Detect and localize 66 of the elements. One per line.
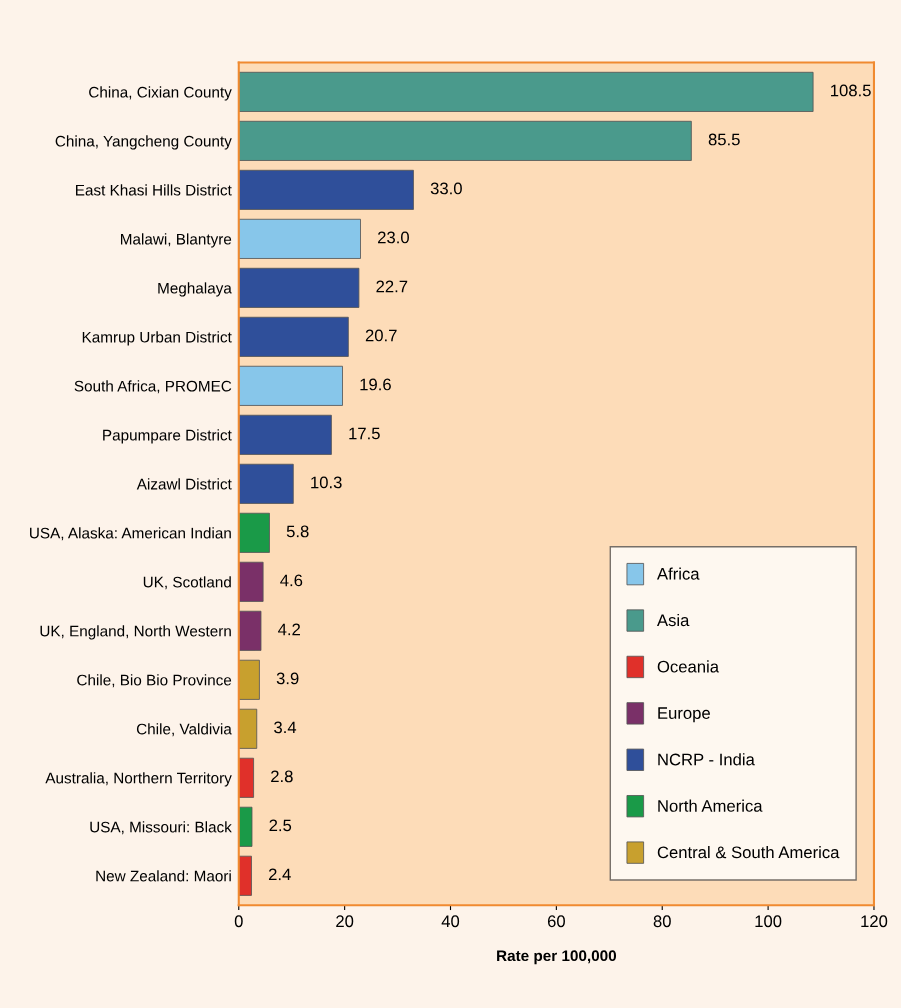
y-tick-label: UK, England, North Western (40, 625, 231, 640)
bar (238, 169, 414, 210)
bar (238, 316, 349, 357)
y-tick-label: Chile, Bio Bio Province (77, 674, 232, 688)
y-tick-label: Aizawl District (136, 478, 232, 490)
text: 19.6 (360, 378, 391, 391)
text: 5.8 (286, 525, 309, 538)
bar (238, 610, 262, 651)
x-tick-label: 0 (234, 915, 243, 928)
bar (238, 512, 270, 553)
text: 3.4 (274, 721, 297, 734)
bar (238, 659, 260, 700)
legend-label: Europe (658, 707, 710, 723)
y-tick-label: Meghalaya (158, 282, 232, 297)
bar (238, 218, 361, 259)
y-tick-label: China, Cixian County (89, 86, 232, 101)
y-tick-label: China, Yangcheng County (55, 135, 232, 150)
bar (238, 71, 814, 112)
text: 22.7 (376, 280, 408, 293)
text: 2.8 (271, 770, 293, 783)
y-tick-label: Kamrup Urban District (82, 331, 232, 346)
x-tick-label: 100 (755, 915, 782, 928)
x-tick-label: 60 (547, 915, 565, 928)
x-axis-title: Rate per 100,000 (497, 950, 617, 965)
text: 4.6 (280, 574, 303, 587)
y-tick-label: USA, Alaska: American Indian (30, 527, 231, 541)
legend-label: North America (658, 799, 763, 812)
x-tick-label: 20 (336, 915, 354, 928)
bar (238, 365, 343, 406)
text: 20.7 (365, 329, 397, 342)
legend-label: Central & South America (657, 846, 840, 859)
y-tick-label: Chile, Valdivia (136, 723, 232, 737)
legend-label: Asia (656, 613, 690, 627)
legend-label: Oceania (657, 660, 720, 673)
text: 3.9 (276, 672, 299, 685)
y-tick-label: New Zealand: Maori (96, 870, 231, 882)
bar (238, 267, 360, 308)
y-tick-label: Malawi, Blantyre (121, 233, 232, 248)
text: 33.0 (430, 182, 462, 195)
x-tick-label: 40 (441, 915, 460, 928)
text: 108.5 (831, 84, 871, 97)
text: 23.0 (378, 231, 409, 244)
legend-label: NCRP - India (658, 753, 755, 766)
bar (238, 855, 252, 896)
text: 17.5 (349, 427, 380, 440)
x-tick-label: 120 (861, 915, 888, 928)
bar (238, 463, 294, 504)
y-tick-label: East Khasi Hills District (76, 184, 232, 196)
y-tick-label: UK, Scotland (143, 576, 231, 590)
text: 85.5 (708, 133, 740, 146)
bar (238, 708, 258, 749)
legend-label: Africa (656, 567, 700, 580)
bar (238, 757, 255, 798)
x-tick-label: 80 (653, 915, 671, 928)
bar (238, 120, 692, 161)
text: 2.4 (268, 868, 291, 881)
bar (238, 561, 264, 602)
bar (238, 414, 332, 455)
y-tick-label: Australia, Northern Territory (45, 772, 232, 787)
y-tick-label: USA, Missouri: Black (90, 821, 232, 835)
y-tick-label: South Africa, PROMEC (74, 380, 232, 394)
bar (238, 806, 253, 847)
text: 4.2 (278, 623, 300, 636)
text: 10.3 (311, 476, 342, 489)
text: 2.5 (269, 819, 292, 832)
y-tick-label: Papumpare District (103, 429, 232, 444)
